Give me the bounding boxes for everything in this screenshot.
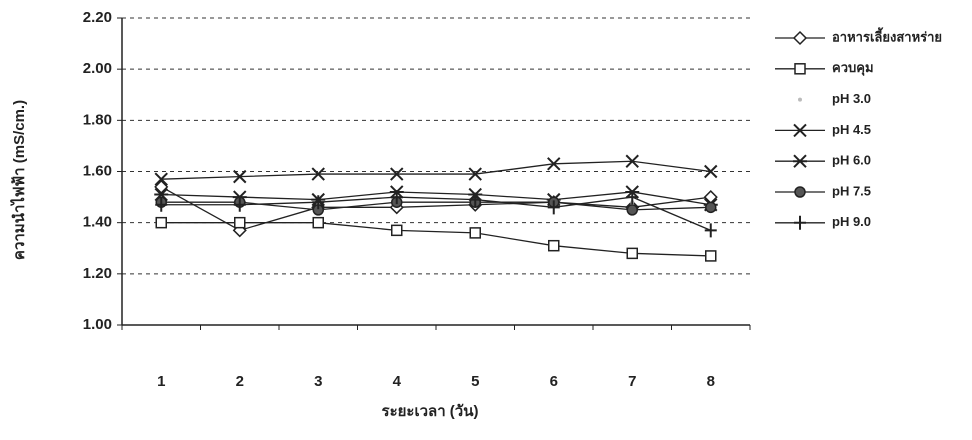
data-point: [469, 227, 481, 239]
data-point: [705, 250, 717, 262]
series-line: [161, 196, 712, 231]
legend-marker: [794, 63, 806, 75]
legend-label: pH 6.0: [832, 153, 871, 168]
x-tick-label: 7: [628, 373, 636, 390]
data-point: [548, 239, 560, 252]
x-tick-label: 4: [393, 373, 402, 390]
data-point: [390, 190, 403, 205]
series-line: [161, 191, 711, 206]
series-line: [161, 160, 711, 180]
legend-marker: [793, 154, 807, 168]
data-point: [233, 197, 246, 212]
legend-label: pH 4.5: [832, 122, 871, 137]
y-tick-label: 1.20: [83, 265, 112, 282]
y-tick-label: 1.40: [83, 214, 112, 231]
legend-marker: [798, 97, 802, 102]
y-tick-label: 1.00: [83, 316, 112, 333]
x-tick-label: 5: [471, 373, 479, 390]
y-tick-label: 2.00: [83, 60, 112, 77]
legend-marker: [794, 186, 806, 198]
x-axis-title: ระยะเวลา (วัน): [382, 403, 479, 420]
data-point: [547, 200, 560, 215]
data-point: [391, 224, 403, 237]
data-point: [154, 179, 169, 194]
legend-label: pH 7.5: [832, 183, 871, 198]
data-point: [233, 169, 247, 184]
x-tick-label: 1: [157, 373, 165, 390]
legend-label: อาหารเลี้ยงสาหร่าย: [832, 26, 942, 44]
data-point: [468, 167, 482, 181]
legend-marker: [793, 123, 807, 138]
data-point: [234, 216, 246, 229]
data-point: [704, 223, 717, 238]
series-line: [161, 222, 711, 257]
data-point: [547, 157, 561, 171]
legend-marker: [794, 215, 806, 230]
y-tick-label: 1.60: [83, 162, 112, 179]
data-point: [704, 164, 718, 179]
legend-label: ควบคุม: [832, 60, 874, 76]
series-line: [160, 186, 711, 232]
x-tick-label: 6: [550, 373, 558, 390]
x-tick-label: 2: [236, 373, 244, 390]
data-point: [626, 190, 639, 205]
x-tick-label: 3: [314, 373, 322, 390]
y-tick-label: 2.20: [83, 9, 112, 26]
y-tick-label: 1.80: [83, 111, 112, 128]
legend-label: pH 3.0: [832, 91, 871, 106]
data-point: [155, 216, 167, 229]
legend-marker: [792, 30, 808, 46]
data-point: [626, 204, 638, 216]
data-point: [705, 201, 717, 214]
data-point: [312, 195, 325, 210]
data-point: [155, 197, 168, 212]
legend-label: pH 9.0: [832, 214, 871, 229]
data-point: [625, 154, 639, 168]
data-point: [626, 247, 638, 260]
data-point: [311, 167, 325, 181]
data-point: [312, 216, 324, 229]
y-axis-title: ความนำไฟฟ้า (mS/cm.): [9, 100, 28, 260]
data-point: [469, 192, 482, 207]
data-point: [390, 167, 404, 181]
series-line: [161, 201, 711, 211]
data-point: [154, 172, 168, 186]
x-tick-label: 8: [707, 373, 715, 390]
